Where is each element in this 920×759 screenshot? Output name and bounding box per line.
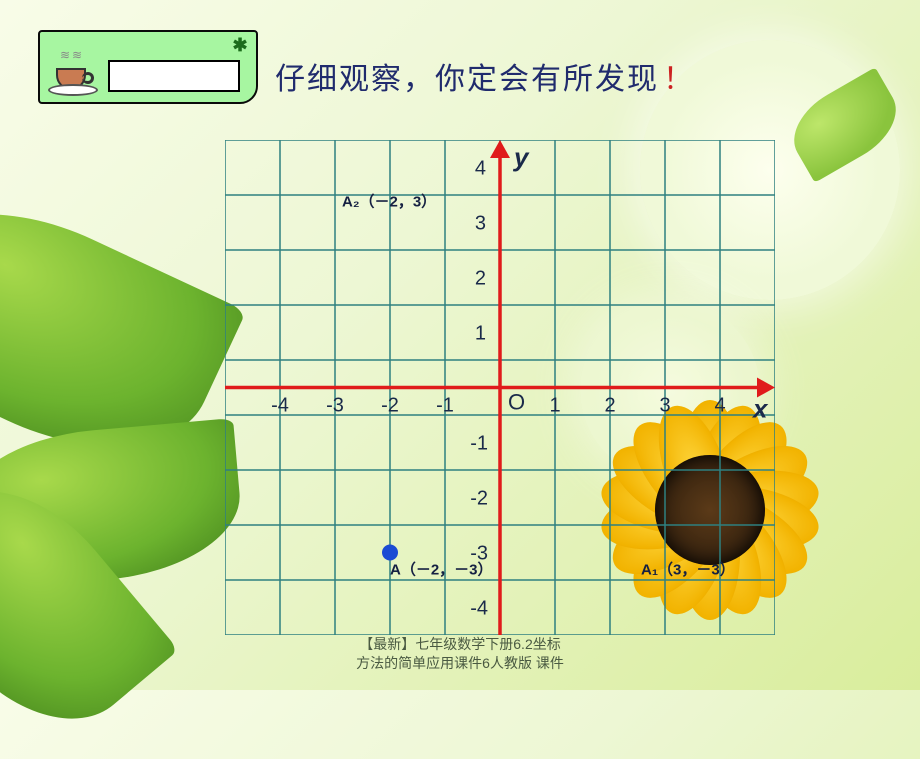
svg-text:-1: -1	[436, 395, 454, 417]
point-label-A1: A₁（3，－3）	[641, 561, 735, 579]
footer-caption: 【最新】七年级数学下册6.2坐标 方法的简单应用课件6人教版 课件	[0, 635, 920, 674]
svg-text:-2: -2	[381, 395, 399, 417]
svg-text:2: 2	[475, 268, 486, 290]
footer-line1: 【最新】七年级数学下册6.2坐标	[0, 635, 920, 655]
point-label-A2: A₂（－2，3）	[342, 193, 436, 211]
svg-text:-2: -2	[470, 488, 488, 510]
svg-text:4: 4	[714, 395, 725, 417]
svg-text:-1: -1	[470, 433, 488, 455]
svg-text:-4: -4	[271, 395, 289, 417]
svg-text:2: 2	[604, 395, 615, 417]
svg-text:O: O	[508, 390, 525, 415]
svg-text:3: 3	[659, 395, 670, 417]
point-label-A: A（－2，－3）	[390, 561, 493, 579]
footer-line2: 方法的简单应用课件6人教版 课件	[0, 654, 920, 674]
svg-text:3: 3	[475, 213, 486, 235]
svg-text:-3: -3	[326, 395, 344, 417]
title-exclaim: ！	[663, 63, 695, 96]
widget-text-field[interactable]	[108, 60, 240, 92]
close-icon[interactable]: ✱	[230, 36, 250, 56]
coordinate-plane: Oyx-4-3-2-112341234-1-2-3-4A（－2，－3）A₁（3，…	[225, 140, 775, 635]
page-title: 仔细观察，你定会有所发现！	[275, 54, 695, 98]
coffee-widget: ✱ ≋≋	[38, 30, 258, 104]
point-A	[382, 545, 398, 561]
svg-text:1: 1	[549, 395, 560, 417]
svg-text:-4: -4	[470, 598, 488, 620]
title-text: 仔细观察，你定会有所发现	[275, 63, 659, 96]
svg-text:x: x	[751, 394, 769, 424]
svg-text:4: 4	[475, 158, 486, 180]
svg-text:1: 1	[475, 323, 486, 345]
coffee-cup-icon: ≋≋	[48, 56, 98, 96]
svg-text:y: y	[512, 142, 530, 172]
